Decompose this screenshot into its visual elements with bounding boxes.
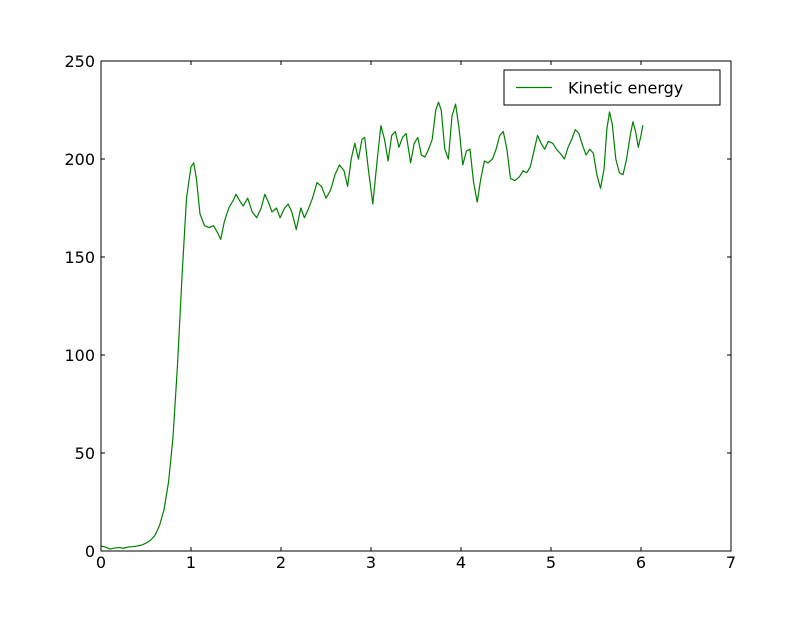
y-tick-labels: 0 50 100 150 200 250	[64, 52, 95, 561]
x-tick-label: 2	[276, 553, 286, 572]
plot-frame	[100, 60, 732, 552]
y-tick-label: 150	[64, 248, 95, 267]
y-tick-label: 0	[85, 542, 95, 561]
x-tick-label: 0	[96, 553, 106, 572]
x-tick-label: 1	[186, 553, 196, 572]
legend-label: Kinetic energy	[568, 79, 683, 98]
series-line-kinetic-energy	[100, 101, 644, 550]
x-tick-label: 4	[456, 553, 466, 572]
x-tick-label: 5	[546, 553, 556, 572]
y-tick-label: 250	[64, 52, 95, 71]
y-tick-label: 100	[64, 346, 95, 365]
x-tick-label: 6	[636, 553, 646, 572]
series-group	[100, 101, 644, 550]
y-tick-label: 50	[75, 444, 95, 463]
x-tick-label: 7	[726, 553, 736, 572]
y-tick-label: 200	[64, 150, 95, 169]
x-tick-labels: 0 1 2 3 4 5 6 7	[96, 553, 736, 572]
legend: Kinetic energy	[503, 69, 721, 106]
x-tick-label: 3	[366, 553, 376, 572]
plot-area	[101, 61, 731, 551]
